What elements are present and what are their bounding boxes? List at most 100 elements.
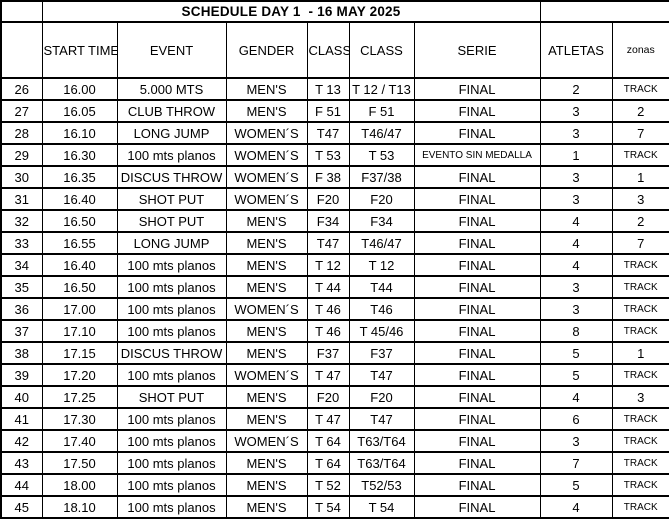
cell-serie: FINAL	[413, 77, 541, 101]
cell-zonas: 2	[611, 99, 669, 123]
cell-atletas: 3	[539, 99, 613, 123]
cell-zonas: 2	[611, 209, 669, 233]
cell-class1: T 46	[306, 319, 350, 343]
schedule-body: 26 16.00 5.000 MTS MEN'S T 13 T 12 / T13 FINAL…	[0, 77, 669, 519]
cell-gender: MEN'S	[225, 451, 308, 475]
cell-time: 17.00	[41, 297, 118, 321]
cell-num: 32	[0, 209, 43, 233]
cell-gender: MEN'S	[225, 77, 308, 101]
table-row: 32 16.50 SHOT PUT MEN'S F34 F34 FINAL 4 2	[0, 209, 669, 233]
cell-serie: FINAL	[413, 407, 541, 431]
cell-gender: MEN'S	[225, 99, 308, 123]
table-row: 34 16.40 100 mts planos MEN'S T 12 T 12 FINAL 4…	[0, 253, 669, 277]
cell-serie: FINAL	[413, 385, 541, 409]
cell-num: 35	[0, 275, 43, 299]
cell-zonas: TRACK	[611, 495, 669, 519]
cell-atletas: 4	[539, 209, 613, 233]
cell-event: 100 mts planos	[116, 275, 227, 299]
cell-num: 30	[0, 165, 43, 189]
table-row: 39 17.20 100 mts planos WOMEN´S T 47 T47 FINAL…	[0, 363, 669, 387]
cell-num: 43	[0, 451, 43, 475]
table-row: 43 17.50 100 mts planos MEN'S T 64 T63/T64 FIN…	[0, 451, 669, 475]
cell-gender: MEN'S	[225, 407, 308, 431]
cell-event: DISCUS THROW	[116, 165, 227, 189]
cell-zonas: TRACK	[611, 143, 669, 167]
cell-serie: FINAL	[413, 363, 541, 387]
cell-gender: WOMEN´S	[225, 297, 308, 321]
cell-atletas: 3	[539, 275, 613, 299]
table-row: 36 17.00 100 mts planos WOMEN´S T 46 T46 FINAL…	[0, 297, 669, 321]
cell-gender: WOMEN´S	[225, 165, 308, 189]
table-row: 40 17.25 SHOT PUT MEN'S F20 F20 FINAL 4 3	[0, 385, 669, 409]
cell-time: 17.20	[41, 363, 118, 387]
cell-atletas: 7	[539, 451, 613, 475]
cell-event: 100 mts planos	[116, 143, 227, 167]
table-row: 26 16.00 5.000 MTS MEN'S T 13 T 12 / T13 FINAL…	[0, 77, 669, 101]
cell-class2: T44	[348, 275, 415, 299]
cell-gender: MEN'S	[225, 495, 308, 519]
cell-serie: FINAL	[413, 187, 541, 211]
cell-class1: F37	[306, 341, 350, 365]
table-row: 31 16.40 SHOT PUT WOMEN´S F20 F20 FINAL 3 3	[0, 187, 669, 211]
cell-serie: FINAL	[413, 99, 541, 123]
cell-zonas: TRACK	[611, 451, 669, 475]
cell-event: 100 mts planos	[116, 253, 227, 277]
cell-zonas: TRACK	[611, 407, 669, 431]
cell-serie: FINAL	[413, 209, 541, 233]
column-header-class-1: CLASS	[306, 21, 350, 79]
table-row: 35 16.50 100 mts planos MEN'S T 44 T44 FINAL 3 T…	[0, 275, 669, 299]
cell-event: 100 mts planos	[116, 297, 227, 321]
cell-class1: T 44	[306, 275, 350, 299]
cell-zonas: 1	[611, 341, 669, 365]
cell-num: 45	[0, 495, 43, 519]
cell-num: 41	[0, 407, 43, 431]
cell-time: 16.40	[41, 187, 118, 211]
table-row: 37 17.10 100 mts planos MEN'S T 46 T 45/46 FIN…	[0, 319, 669, 343]
cell-zonas: TRACK	[611, 253, 669, 277]
cell-class2: T63/T64	[348, 429, 415, 453]
cell-time: 17.25	[41, 385, 118, 409]
cell-zonas: TRACK	[611, 275, 669, 299]
cell-class1: T 46	[306, 297, 350, 321]
cell-num: 31	[0, 187, 43, 211]
cell-serie: FINAL	[413, 473, 541, 497]
cell-serie: FINAL	[413, 297, 541, 321]
column-header-rownum	[0, 21, 43, 79]
cell-class1: F20	[306, 385, 350, 409]
cell-event: SHOT PUT	[116, 209, 227, 233]
cell-zonas: 3	[611, 187, 669, 211]
cell-event: 100 mts planos	[116, 473, 227, 497]
column-header-event: EVENT	[116, 21, 227, 79]
cell-time: 17.30	[41, 407, 118, 431]
column-header-gender: GENDER	[225, 21, 308, 79]
cell-class2: T52/53	[348, 473, 415, 497]
cell-class1: T 64	[306, 451, 350, 475]
cell-class1: T 47	[306, 363, 350, 387]
cell-event: 100 mts planos	[116, 451, 227, 475]
cell-time: 18.00	[41, 473, 118, 497]
cell-time: 17.10	[41, 319, 118, 343]
cell-class2: F37/38	[348, 165, 415, 189]
cell-num: 28	[0, 121, 43, 145]
cell-class2: F37	[348, 341, 415, 365]
cell-num: 29	[0, 143, 43, 167]
cell-gender: MEN'S	[225, 385, 308, 409]
cell-class2: T47	[348, 407, 415, 431]
cell-class2: T46/47	[348, 121, 415, 145]
cell-serie: FINAL	[413, 451, 541, 475]
cell-zonas: 7	[611, 121, 669, 145]
cell-class1: F 38	[306, 165, 350, 189]
cell-num: 36	[0, 297, 43, 321]
cell-event: 100 mts planos	[116, 407, 227, 431]
cell-num: 33	[0, 231, 43, 255]
cell-class2: F34	[348, 209, 415, 233]
cell-class2: T 12	[348, 253, 415, 277]
cell-class1: T 12	[306, 253, 350, 277]
cell-event: 5.000 MTS	[116, 77, 227, 101]
table-row: 44 18.00 100 mts planos MEN'S T 52 T52/53 FINA…	[0, 473, 669, 497]
column-header-zonas: zonas	[611, 21, 669, 79]
cell-class1: T 47	[306, 407, 350, 431]
cell-atletas: 1	[539, 143, 613, 167]
cell-class2: T47	[348, 363, 415, 387]
